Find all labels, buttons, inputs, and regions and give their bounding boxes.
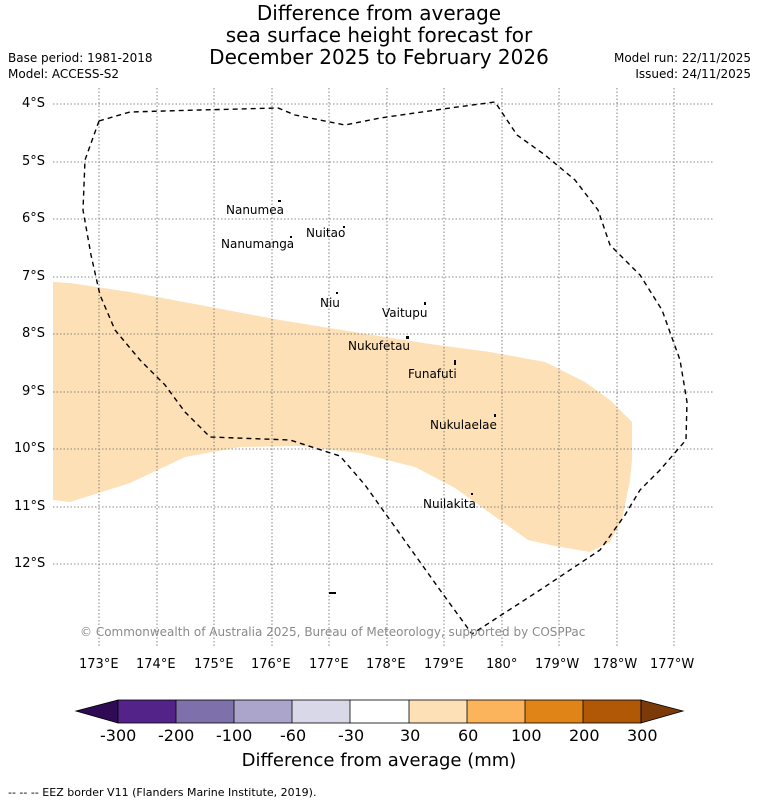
island-marker-nanumea	[278, 200, 281, 202]
colorbar-extend-low	[74, 699, 119, 724]
anomaly-region	[53, 282, 632, 552]
lat-label: 6°S	[22, 211, 46, 226]
colorbar-label: Difference from average (mm)	[241, 750, 517, 771]
island-label-funafuti: Funafuti	[408, 367, 457, 381]
island-label-vaitupu: Vaitupu	[382, 306, 428, 320]
colorbar-bin	[350, 700, 409, 723]
colorbar-bin	[118, 700, 176, 723]
colorbar-tick: -100	[216, 726, 253, 745]
colorbar-tick: 100	[511, 726, 542, 745]
colorbar-bin	[176, 700, 234, 723]
island-marker-niu	[336, 292, 338, 294]
lat-label: 11°S	[14, 499, 46, 514]
eez-legend-note: -- -- -- EEZ border V11 (Flanders Marine…	[8, 786, 317, 799]
island-marker-nukufetau	[406, 336, 409, 339]
lon-label: 174°E	[136, 657, 176, 672]
colorbar-tick: 200	[569, 726, 600, 745]
lon-label: 180°	[486, 657, 518, 672]
island-marker-nuilakita	[471, 493, 473, 495]
title-line-3: December 2025 to February 2026	[209, 45, 549, 69]
lon-label: 177°E	[309, 657, 349, 672]
colorbar-bin	[292, 700, 350, 723]
copyright-note: © Commonwealth of Australia 2025, Bureau…	[80, 625, 586, 639]
lat-label: 7°S	[22, 269, 46, 284]
island-label-nuitao: Nuitao	[306, 226, 346, 240]
island-label-nanumea: Nanumea	[226, 203, 284, 217]
title-line-1: Difference from average	[256, 1, 502, 25]
lon-label: 176°E	[251, 657, 291, 672]
lon-label: 175°E	[194, 657, 234, 672]
colorbar-bin	[525, 700, 583, 723]
island-label-nanumanga: Nanumanga	[221, 237, 295, 251]
colorbar	[74, 699, 685, 724]
colorbar-tick: -300	[100, 726, 137, 745]
lat-label: 9°S	[22, 384, 46, 399]
island-label-nuilakita: Nuilakita	[423, 497, 476, 511]
eez-border	[82, 101, 688, 635]
lon-label: 177°W	[650, 657, 695, 672]
colorbar-tick: 60	[458, 726, 479, 745]
title-line-2: sea surface height forecast for	[225, 23, 533, 47]
colorbar-tick: 30	[400, 726, 421, 745]
island-label-niu: Niu	[320, 296, 340, 310]
lat-label: 5°S	[22, 154, 46, 169]
lon-label: 173°E	[79, 657, 119, 672]
colorbar-tick: -200	[158, 726, 195, 745]
colorbar-bin	[409, 700, 467, 723]
graticule	[53, 88, 714, 646]
model-run: Model run: 22/11/2025	[613, 51, 751, 65]
lat-label: 12°S	[14, 556, 46, 571]
lon-label: 179°W	[535, 657, 580, 672]
lat-label: 10°S	[14, 441, 46, 456]
model-name: Model: ACCESS-S2	[8, 67, 120, 81]
lon-label: 178°E	[366, 657, 406, 672]
lon-label: 179°E	[424, 657, 464, 672]
colorbar-tick: -30	[338, 726, 365, 745]
lat-label: 8°S	[22, 326, 46, 341]
colorbar-tick: -60	[280, 726, 307, 745]
island-label-nukulaelae: Nukulaelae	[430, 418, 497, 432]
colorbar-extend-high	[640, 699, 685, 724]
island-marker-nuitao	[343, 226, 345, 228]
lat-label: 4°S	[22, 96, 46, 111]
island-marker-funafuti	[454, 360, 456, 365]
lon-label: 178°W	[593, 657, 638, 672]
colorbar-bin	[583, 700, 641, 723]
island-label-nukufetau: Nukufetau	[348, 339, 411, 353]
colorbar-tick: 300	[627, 726, 658, 745]
base-period: Base period: 1981-2018	[8, 51, 153, 65]
island-marker-vaitupu	[424, 302, 426, 305]
colorbar-bin	[467, 700, 525, 723]
island-marker-south	[329, 592, 336, 594]
island-marker-nanumanga	[290, 236, 292, 238]
colorbar-bin	[234, 700, 292, 723]
island-marker-nukulaelae	[494, 414, 496, 417]
issued-date: Issued: 24/11/2025	[635, 67, 751, 81]
island-markers	[278, 200, 496, 594]
